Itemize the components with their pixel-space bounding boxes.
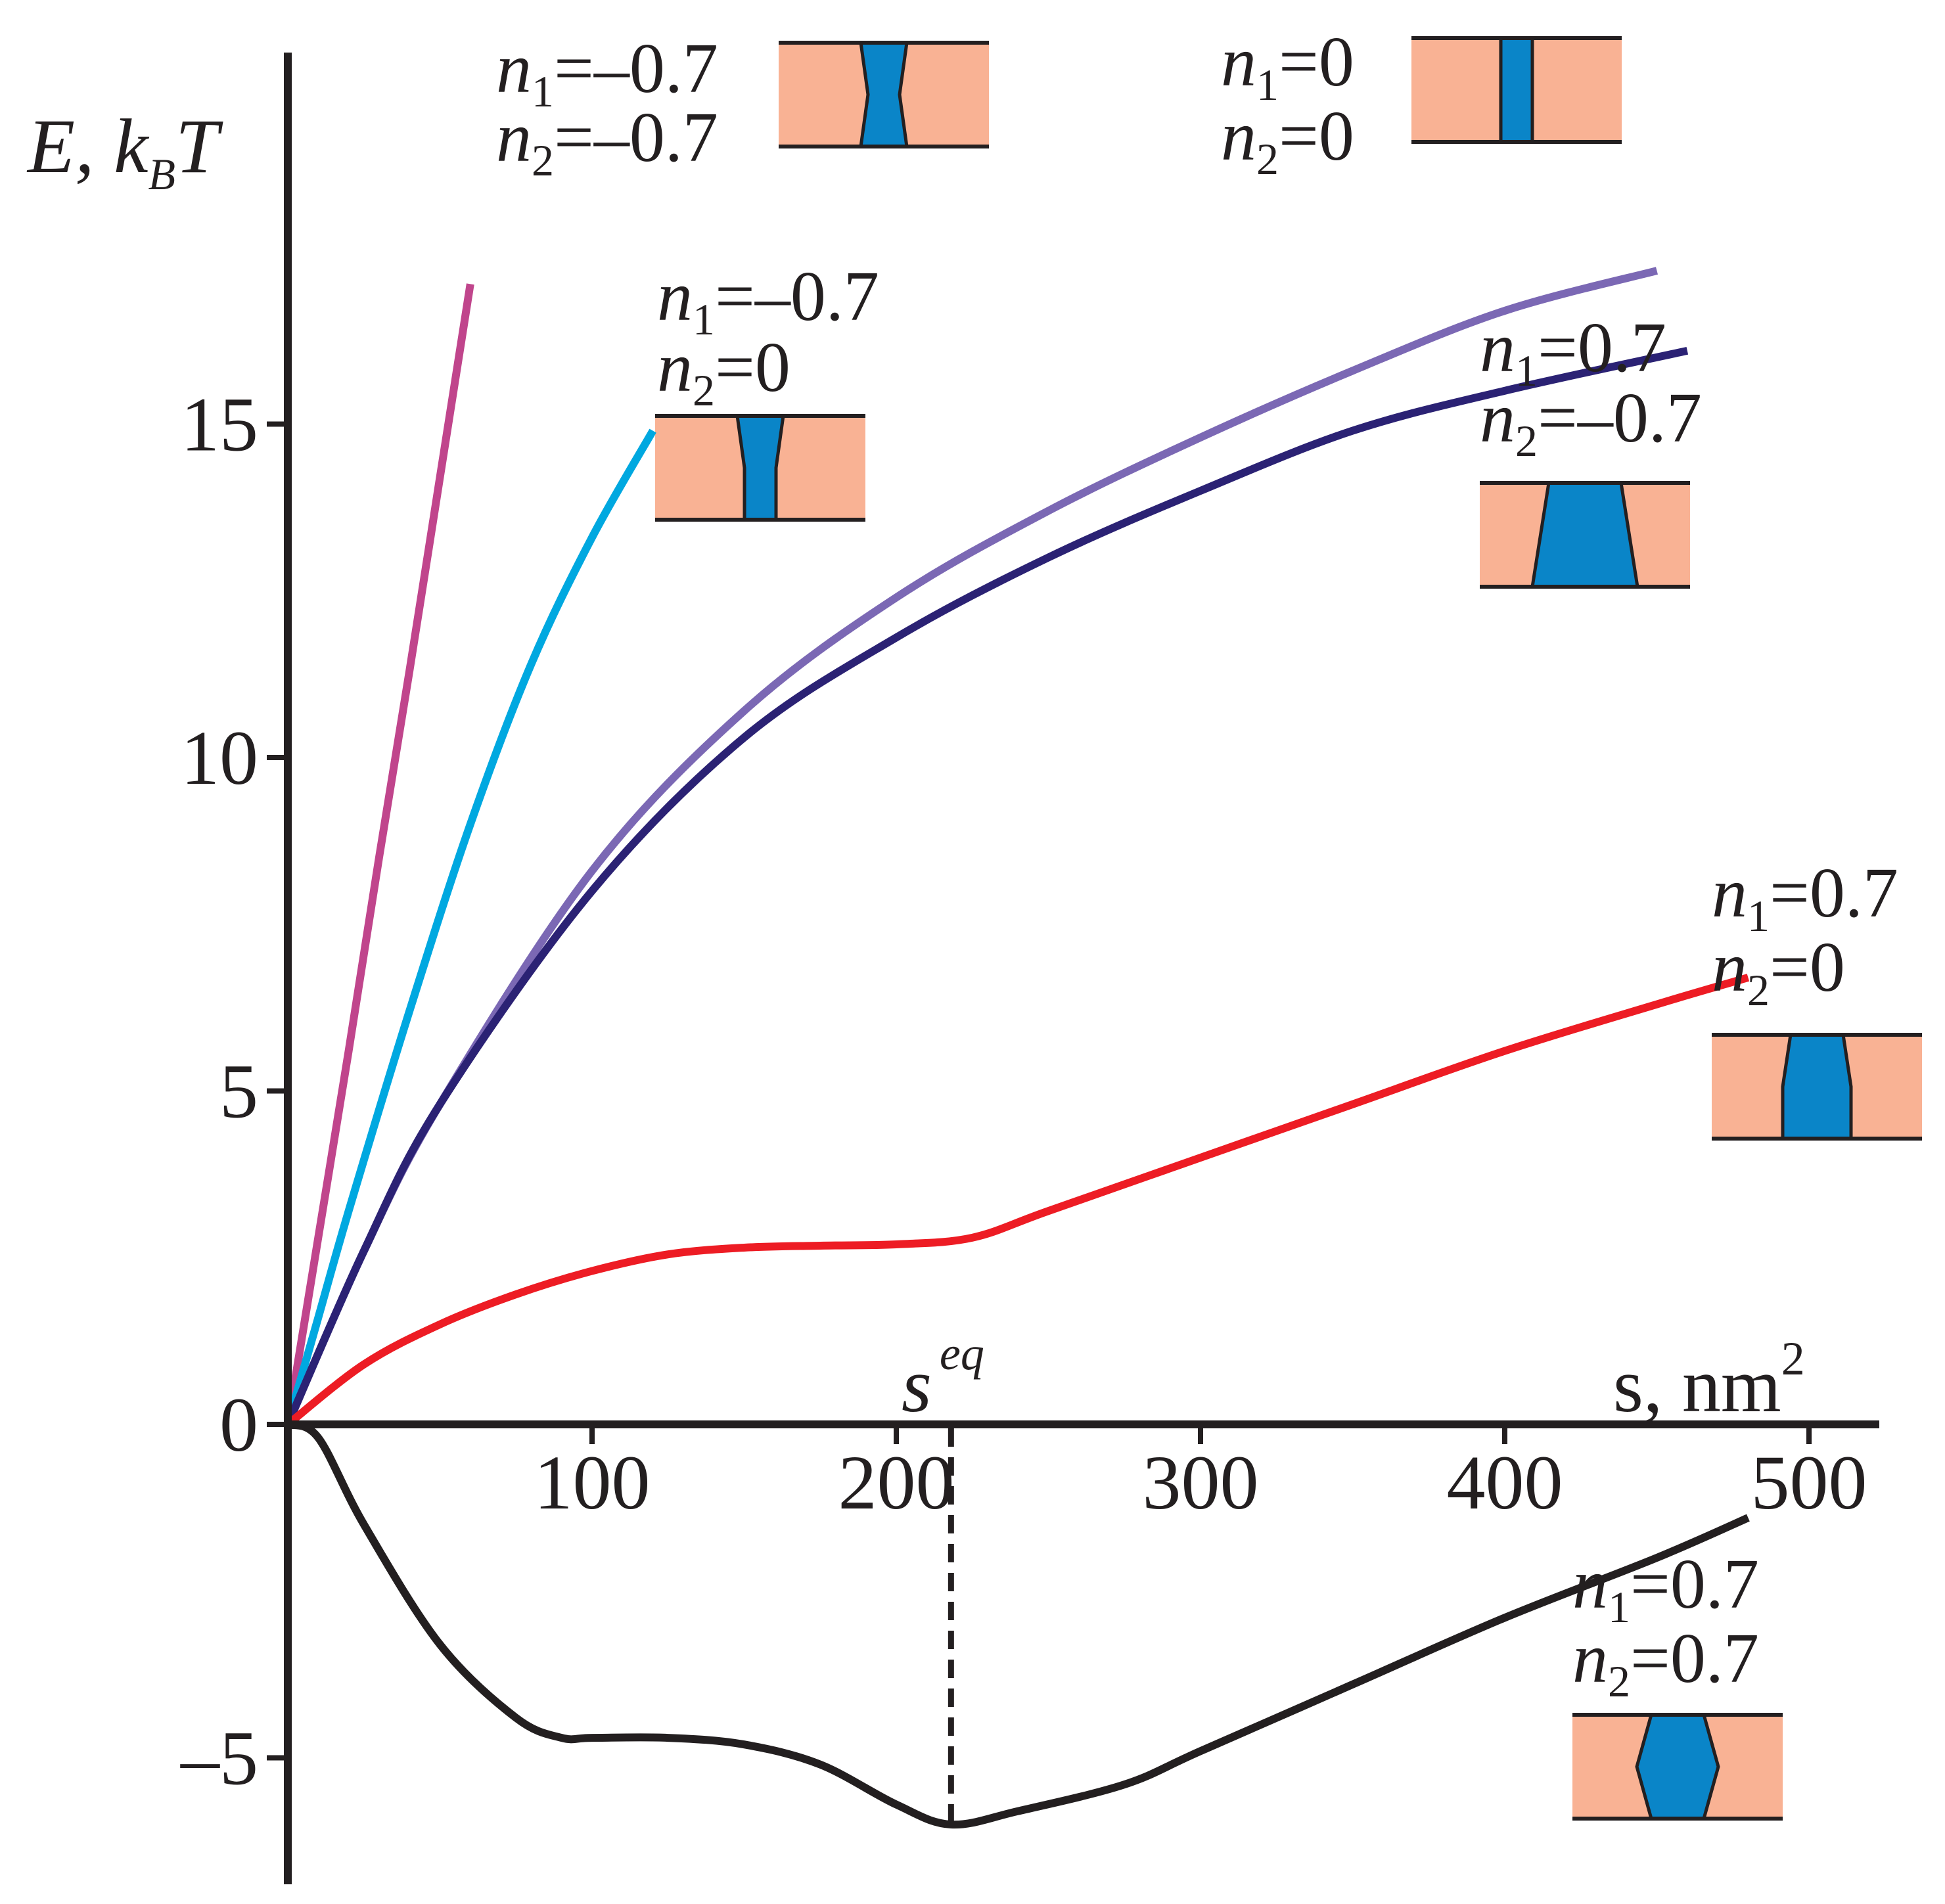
x-tick-200: 200 — [838, 1424, 955, 1526]
label-n2-line: n2=0.7 — [1572, 1620, 1759, 1706]
label-n1-line: n1=0.7 — [1712, 854, 1898, 941]
label-n1-line: n1=0 — [1221, 23, 1354, 110]
curve-n1-07-n2-0 — [285, 974, 1750, 1428]
y-tick-5: 5 — [219, 1049, 288, 1135]
y-tick-label: 15 — [181, 382, 258, 468]
label-n1-line: n1=0.7 — [1480, 309, 1666, 396]
label-n1-07-n2-m07: n1=0.7 n2=–0.7 — [1480, 309, 1702, 466]
x-tick-label: 200 — [838, 1439, 955, 1526]
inset-n1-07-n2-07 — [1572, 1713, 1783, 1821]
inset-n1-07-n2-m07 — [1480, 481, 1690, 589]
curve-n1-0-n2-0 — [284, 267, 1659, 1426]
inset-n1-m07-n2-m07 — [779, 41, 989, 148]
x-tick-300: 300 — [1143, 1424, 1259, 1526]
curve-n1-m07-n2-m07 — [284, 283, 474, 1425]
curve-n1-07-n2-07 — [286, 1420, 1750, 1829]
label-n2-line: n2=0 — [657, 329, 790, 415]
x-tick-label: 400 — [1447, 1439, 1563, 1526]
y-tick-label: –5 — [180, 1715, 258, 1802]
y-tick-m5: –5 — [180, 1715, 288, 1802]
label-n1-m07-n2-m07: n1=–0.7 n2=–0.7 — [496, 30, 718, 185]
curve-n1-07-n2-m07 — [284, 346, 1689, 1426]
y-axis-title-suffix: T — [175, 103, 223, 189]
inset-n1-0-n2-0 — [1411, 36, 1622, 144]
curve-n1-m07-n2-0 — [284, 428, 656, 1426]
label-n1-line: n1=–0.7 — [496, 30, 718, 116]
y-tick-label: 5 — [219, 1049, 258, 1135]
x-tick-label: 100 — [534, 1439, 651, 1526]
label-n1-line: n1=–0.7 — [657, 258, 879, 344]
inset-n1-07-n2-0 — [1712, 1033, 1922, 1141]
y-tick-0: 0 — [219, 1382, 288, 1468]
label-n1-line: n1=0.7 — [1572, 1545, 1759, 1632]
label-n1-07-n2-07: n1=0.7 n2=0.7 — [1572, 1545, 1759, 1706]
x-axis-title-main: s, nm — [1613, 1342, 1781, 1428]
x-tick-label: 300 — [1143, 1439, 1259, 1526]
y-axis-title-main: E, k — [26, 103, 150, 189]
label-n2-line: n2=0 — [1712, 928, 1845, 1015]
y-tick-10: 10 — [181, 715, 288, 801]
y-tick-label: 10 — [181, 715, 258, 801]
y-tick-15: 15 — [181, 382, 288, 468]
seq-label: s eq — [902, 1327, 984, 1428]
x-tick-500: 500 — [1751, 1424, 1867, 1526]
seq-label-main: s — [902, 1342, 932, 1428]
y-axis-title-sub: B — [148, 149, 175, 199]
label-n2-line: n2=–0.7 — [1480, 379, 1702, 466]
label-n1-07-n2-0: n1=0.7 n2=0 — [1712, 854, 1898, 1015]
inset-n1-m07-n2-0 — [655, 414, 865, 522]
label-n2-line: n2=–0.7 — [496, 99, 718, 185]
y-axis-title: E, kBT — [26, 103, 223, 199]
seq-label-sup: eq — [940, 1327, 984, 1380]
x-tick-label: 500 — [1751, 1439, 1867, 1526]
label-n2-line: n2=0 — [1221, 97, 1354, 184]
x-tick-100: 100 — [534, 1424, 651, 1526]
x-tick-400: 400 — [1447, 1424, 1563, 1526]
label-n1-m07-n2-0: n1=–0.7 n2=0 — [657, 258, 879, 415]
label-n1-0-n2-0: n1=0 n2=0 — [1221, 23, 1354, 184]
x-axis-title: s, nm2 — [1613, 1332, 1805, 1428]
x-axis-title-sup: 2 — [1781, 1332, 1805, 1385]
y-tick-label: 0 — [219, 1382, 258, 1468]
